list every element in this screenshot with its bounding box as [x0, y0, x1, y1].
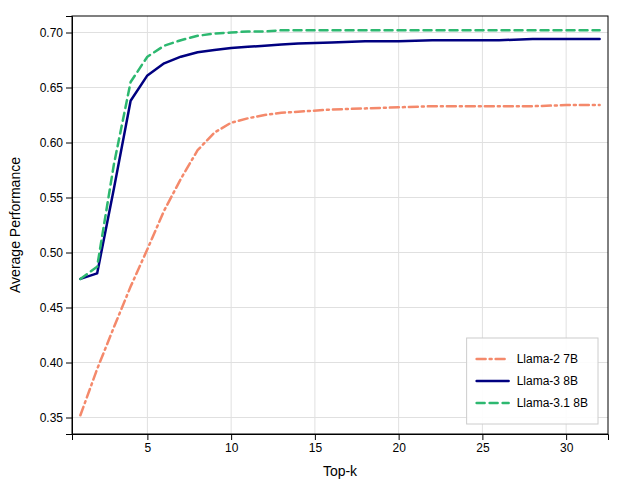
x-tick-label: 5	[145, 441, 152, 455]
y-tick: 0.55	[40, 191, 72, 205]
legend-label: Llama-3.1 8B	[517, 396, 588, 410]
plot-frame	[72, 16, 608, 434]
x-tick-label: 20	[392, 441, 406, 455]
chart-root: 510152025300.350.400.450.500.550.600.650…	[0, 0, 624, 490]
x-tick-label: 30	[560, 441, 574, 455]
x-tick-mark	[399, 434, 400, 440]
y-tick-mark	[66, 418, 72, 419]
x-tick-label: 25	[476, 441, 490, 455]
y-tick-mark	[66, 33, 72, 34]
legend: Llama-2 7B Llama-3 8B Llama-3.1 8B	[467, 338, 598, 424]
y-tick-label: 0.50	[40, 246, 64, 260]
y-tick-label: 0.40	[40, 356, 64, 370]
y-tick-mark	[66, 308, 72, 309]
x-tick-mark	[566, 434, 567, 440]
x-tick: 15	[309, 434, 323, 455]
y-tick-label: 0.35	[40, 411, 64, 425]
y-tick-label: 0.65	[40, 81, 64, 95]
x-tick: 30	[560, 434, 574, 455]
x-tick: 5	[145, 434, 152, 455]
y-tick: 0.70	[40, 26, 72, 40]
series-line	[80, 30, 599, 279]
legend-box	[467, 338, 598, 424]
x-tick-mark	[231, 434, 232, 440]
y-tick-mark	[66, 253, 72, 254]
grid-line-y	[72, 142, 608, 143]
y-tick: 0.40	[40, 356, 72, 370]
plot-area	[80, 30, 599, 415]
grid-line-x	[314, 16, 315, 434]
series-line	[80, 39, 599, 279]
y-axis-title: Average Performance	[7, 157, 23, 293]
x-tick-mark	[147, 434, 148, 440]
y-tick: 0.60	[40, 136, 72, 150]
y-tick-label: 0.60	[40, 136, 64, 150]
grid-line-x	[147, 16, 148, 434]
x-tick-label: 10	[225, 441, 239, 455]
legend-swatch	[477, 402, 509, 405]
y-tick: 0.50	[40, 246, 72, 260]
legend-label: Llama-2 7B	[517, 352, 578, 366]
x-tick-label: 15	[309, 441, 323, 455]
legend-swatch	[477, 358, 509, 361]
x-tick: 20	[392, 434, 406, 455]
y-tick: 0.45	[40, 301, 72, 315]
y-tick-label: 0.45	[40, 301, 64, 315]
x-tick: 25	[476, 434, 490, 455]
grid-line-y	[72, 197, 608, 198]
y-tick: 0.35	[40, 411, 72, 425]
legend-swatch	[477, 380, 509, 383]
y-tick-mark	[66, 198, 72, 199]
y-tick: 0.65	[40, 81, 72, 95]
x-tick: 10	[225, 434, 239, 455]
grid-line-x	[231, 16, 232, 434]
x-axis-domain	[73, 435, 609, 441]
y-axis: 0.35 0.40 0.45 0.50 0.55 0.60 0.65 0.70	[40, 17, 73, 435]
y-tick-mark	[66, 88, 72, 89]
grid-line-y	[72, 252, 608, 253]
grid-line-x	[398, 16, 399, 434]
grid-line-y	[72, 32, 608, 33]
legend-label: Llama-3 8B	[517, 374, 578, 388]
x-tick-mark	[482, 434, 483, 440]
grid-line-y	[72, 307, 608, 308]
x-axis: 5 10 15 20 25 30	[73, 434, 609, 455]
y-tick-label: 0.55	[40, 191, 64, 205]
y-tick-mark	[66, 363, 72, 364]
x-axis-title: Top-k	[323, 463, 358, 479]
y-tick-mark	[66, 143, 72, 144]
grid-line-y	[72, 87, 608, 88]
y-tick-label: 0.70	[40, 26, 64, 40]
x-tick-mark	[315, 434, 316, 440]
grid	[72, 16, 608, 434]
